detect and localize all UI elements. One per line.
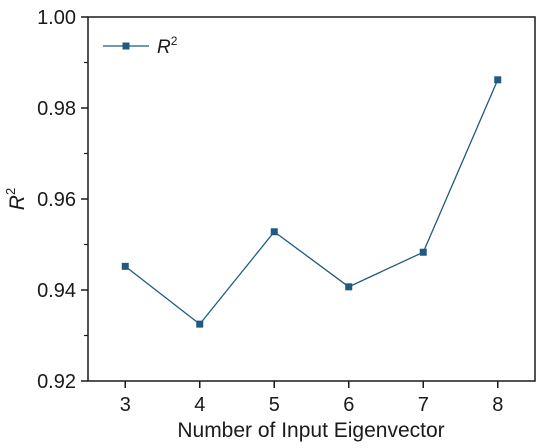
legend-label: R2 bbox=[157, 34, 178, 58]
series-points bbox=[121, 76, 502, 328]
y-tick-label: 0.92 bbox=[37, 371, 76, 393]
y-axis-ticks: 0.92 0.94 0.96 0.98 1.00 bbox=[37, 7, 88, 393]
y-tick-label: 0.96 bbox=[37, 189, 76, 211]
x-tick-label: 3 bbox=[120, 394, 131, 416]
data-point bbox=[494, 76, 502, 84]
series-line bbox=[124, 79, 499, 326]
x-axis-ticks: 3 4 5 6 7 8 bbox=[120, 381, 503, 416]
data-point bbox=[345, 283, 353, 291]
legend: R2 bbox=[103, 34, 178, 58]
data-point bbox=[196, 320, 204, 328]
x-tick-label: 5 bbox=[269, 394, 280, 416]
legend-label-sup: 2 bbox=[171, 34, 178, 48]
x-tick-label: 4 bbox=[194, 394, 205, 416]
x-tick-label: 7 bbox=[418, 394, 429, 416]
plot-frame bbox=[87, 16, 536, 382]
y-axis-title-base: R bbox=[6, 195, 29, 210]
y-tick-label: 0.94 bbox=[37, 280, 76, 302]
y-axis-title: R2 bbox=[3, 188, 29, 210]
data-point bbox=[121, 262, 129, 270]
x-tick-label: 6 bbox=[343, 394, 354, 416]
data-point bbox=[419, 248, 427, 256]
x-tick-label: 8 bbox=[492, 394, 503, 416]
legend-marker bbox=[122, 42, 130, 50]
y-tick-label: 0.98 bbox=[37, 98, 76, 120]
y-axis-title-sup: 2 bbox=[3, 188, 18, 195]
x-axis-title: Number of Input Eigenvector bbox=[177, 419, 444, 442]
data-point bbox=[270, 228, 278, 236]
y-tick-label: 1.00 bbox=[37, 7, 76, 29]
legend-label-base: R bbox=[157, 37, 171, 58]
